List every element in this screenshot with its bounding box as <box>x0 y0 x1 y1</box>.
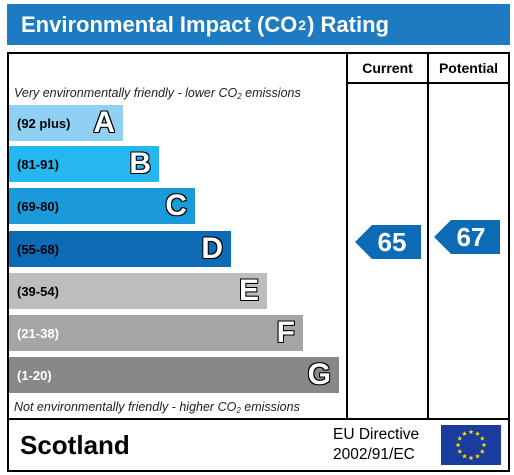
flag-star <box>455 442 461 448</box>
flag-star <box>462 453 467 459</box>
flag-star <box>481 442 487 448</box>
flag-star <box>475 431 480 436</box>
band-range: (69-80) <box>17 198 59 214</box>
band-letter: F <box>276 316 296 349</box>
top-note: Very environmentally friendly - lower CO… <box>14 86 301 101</box>
band-b: (81-91) B <box>9 146 159 182</box>
band-g: (1-20) G <box>9 357 339 393</box>
flag-star <box>475 453 480 459</box>
bottom-note: Not environmentally friendly - higher CO… <box>14 400 300 415</box>
footer <box>7 420 510 472</box>
potential-rating-value: 67 <box>456 221 486 252</box>
band-range: (92 plus) <box>17 115 71 131</box>
column-divider <box>346 52 348 420</box>
current-rating-value: 65 <box>377 226 407 257</box>
band-f: (21-38) F <box>9 315 303 351</box>
flag-star <box>457 435 463 441</box>
title-subscript: 2 <box>298 16 307 33</box>
potential-rating-arrow: 67 <box>434 220 500 254</box>
flag-star <box>468 455 474 461</box>
flag-star <box>468 429 474 435</box>
potential-column-header: Potential <box>438 60 499 76</box>
country-name: Scotland <box>20 430 130 460</box>
directive-line-1: EU Directive <box>333 426 420 443</box>
header-row-divider <box>347 82 510 84</box>
band-letter: B <box>129 147 152 180</box>
current-column-header: Current <box>362 60 413 76</box>
band-letter: G <box>307 358 332 391</box>
flag-star <box>479 448 485 454</box>
arrow-shape <box>355 225 421 259</box>
band-range: (55-68) <box>17 241 59 257</box>
band-letter: D <box>201 232 224 265</box>
flag-star <box>462 431 467 436</box>
eu-flag-stars <box>455 429 487 461</box>
title-text-end: ) Rating <box>307 11 389 37</box>
band-letter: C <box>165 189 188 222</box>
column-divider <box>427 52 429 420</box>
flag-star <box>479 435 485 441</box>
directive-line-2: 2002/91/EC <box>333 446 415 463</box>
eu-flag-icon <box>441 425 501 465</box>
rating-table <box>7 52 510 420</box>
band-letter: A <box>93 106 116 139</box>
band-c: (69-80) C <box>9 188 195 224</box>
arrow-shape <box>434 220 500 254</box>
band-range: (81-91) <box>17 156 59 172</box>
band-a: (92 plus) A <box>9 105 123 141</box>
band-range: (21-38) <box>17 325 59 341</box>
current-rating-arrow: 65 <box>355 225 421 259</box>
band-e: (39-54) E <box>9 273 267 309</box>
flag-star <box>457 448 463 454</box>
title-text: Environmental Impact (CO <box>21 11 298 37</box>
band-range: (39-54) <box>17 283 59 299</box>
page-title: Environmental Impact (CO 2) Rating <box>7 4 510 45</box>
band-letter: E <box>238 274 260 307</box>
band-d: (55-68) D <box>9 231 231 267</box>
band-range: (1-20) <box>17 367 52 383</box>
